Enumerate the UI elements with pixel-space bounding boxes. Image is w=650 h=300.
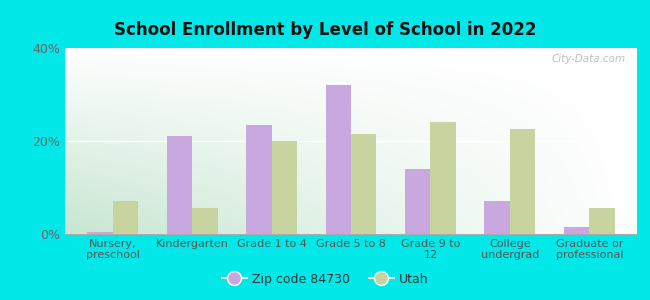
Bar — [484, 202, 510, 234]
Bar — [590, 208, 615, 234]
Bar — [166, 136, 192, 234]
Bar — [351, 134, 376, 234]
Bar — [564, 227, 590, 234]
Legend: Zip code 84730, Utah: Zip code 84730, Utah — [217, 268, 433, 291]
Bar — [272, 141, 297, 234]
Bar — [112, 202, 138, 234]
Bar — [510, 129, 536, 234]
Bar — [87, 232, 112, 234]
Bar — [405, 169, 430, 234]
Bar — [326, 85, 351, 234]
Text: School Enrollment by Level of School in 2022: School Enrollment by Level of School in … — [114, 21, 536, 39]
Bar — [246, 125, 272, 234]
Bar — [430, 122, 456, 234]
Text: City-Data.com: City-Data.com — [551, 54, 625, 64]
Bar — [192, 208, 218, 234]
